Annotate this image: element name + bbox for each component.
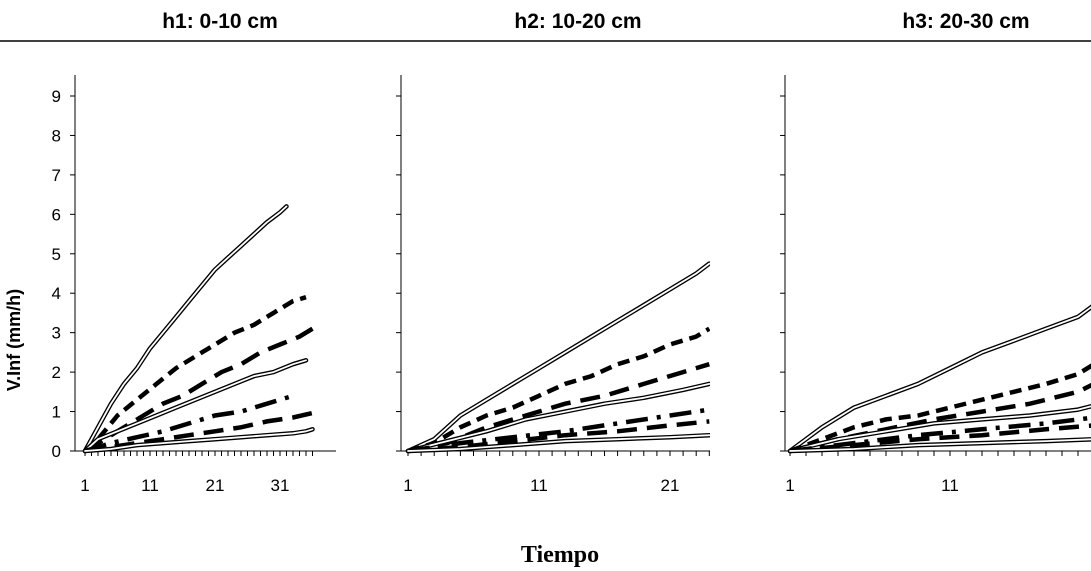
y-tick-label: 4	[52, 284, 61, 303]
series-line-1	[84, 205, 288, 452]
series-line-7	[407, 434, 710, 452]
series-line-1-outer	[82, 204, 289, 454]
series-line-6	[407, 419, 710, 454]
x-tick-label: 21	[206, 476, 225, 495]
y-tick-label: 7	[52, 166, 61, 185]
panel-title-h2: h2: 10-20 cm	[514, 10, 641, 33]
x-tick-label: 31	[271, 476, 290, 495]
series-line-4	[407, 382, 710, 452]
y-tick-label: 5	[52, 245, 61, 264]
panel-titles: h1: 0-10 cm h2: 10-20 cm h3: 20-30 cm	[162, 10, 1029, 33]
series-line-4	[84, 359, 307, 452]
y-tick-label: 6	[52, 205, 61, 224]
panel-title-h1: h1: 0-10 cm	[162, 10, 278, 33]
y-tick-label: 2	[52, 363, 61, 382]
series-group	[405, 261, 710, 454]
series-group	[82, 204, 320, 454]
series-line-1	[407, 262, 710, 452]
series-line-3	[407, 362, 710, 454]
x-tick-label: 1	[785, 476, 794, 495]
x-tick-label: 11	[941, 476, 959, 495]
series-line-2	[83, 295, 307, 453]
x-tick-label: 11	[141, 476, 159, 495]
series-line-6	[789, 423, 1091, 454]
series-line-7	[789, 438, 1091, 452]
series-line-4-outer	[82, 358, 309, 454]
panel-3: 1 11	[780, 75, 1091, 495]
panel-title-h3: h3: 20-30 cm	[902, 10, 1029, 33]
series-line-1	[789, 306, 1091, 452]
y-tick-label: 3	[52, 324, 61, 343]
series-line-5	[789, 415, 1091, 454]
series-line-2	[407, 326, 710, 454]
x-axis-label: Tiempo	[521, 542, 599, 568]
series-line-2	[789, 363, 1091, 454]
x-tick-label: 11	[530, 476, 548, 495]
x-tick-label: 1	[80, 476, 89, 495]
x-tick-label: 1	[403, 476, 412, 495]
series-line-5	[84, 393, 294, 454]
y-tick-label: 0	[52, 442, 61, 461]
series-line-7	[84, 428, 314, 452]
y-tick-label: 1	[52, 403, 61, 422]
series-line-3	[789, 382, 1091, 454]
series-group	[787, 304, 1091, 454]
y-tick-label: 8	[52, 126, 61, 145]
panel-2: 1 11 21	[396, 75, 710, 495]
y-axis-label: V.Inf (mm/h)	[4, 289, 24, 391]
y-tick-label: 9	[52, 87, 61, 106]
series-line-4	[789, 405, 1091, 452]
x-tick-label: 21	[661, 476, 680, 495]
series-line-5	[407, 407, 710, 454]
